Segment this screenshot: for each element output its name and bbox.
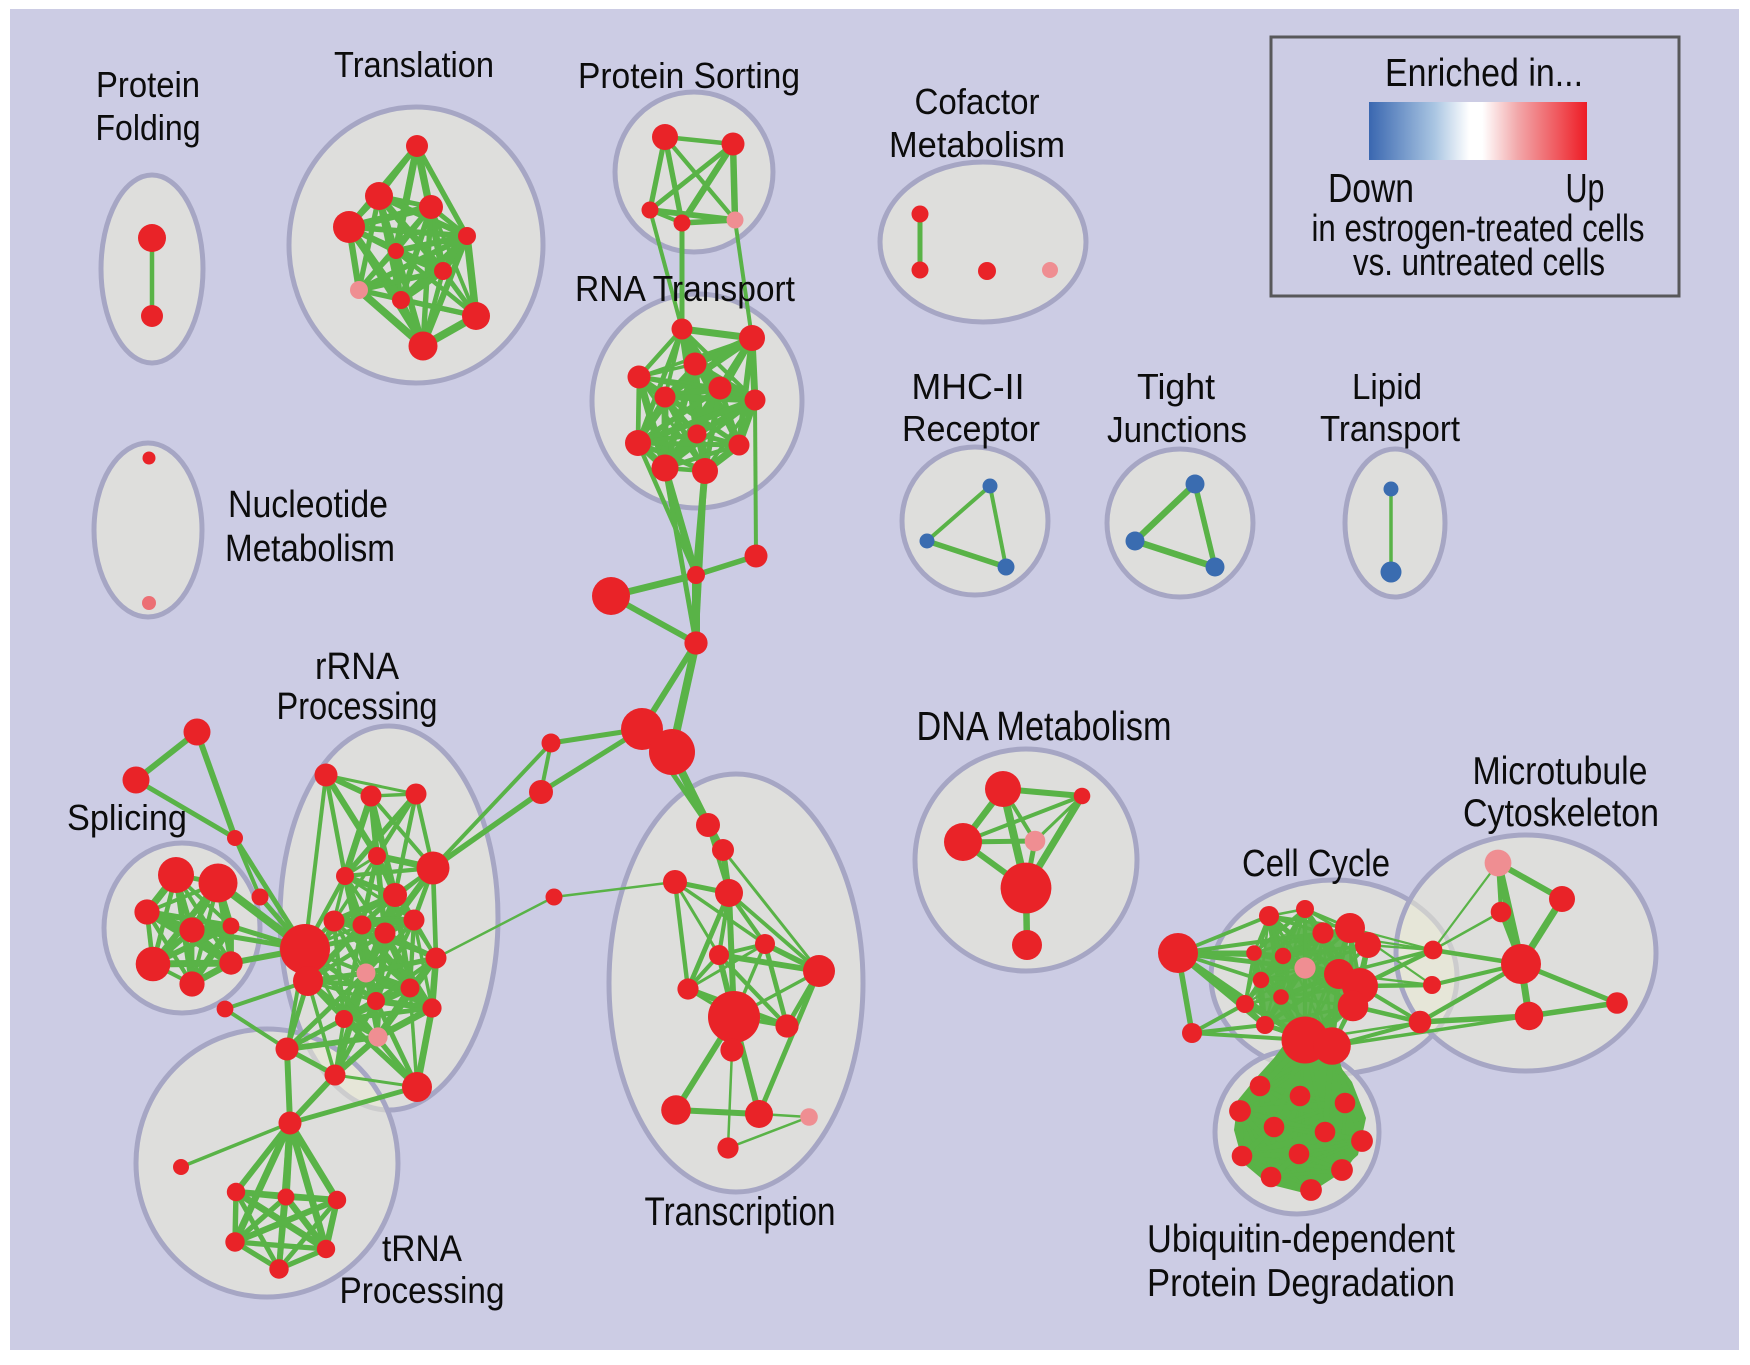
svg-text:Microtubule: Microtubule [1473,750,1648,793]
svg-text:rRNA: rRNA [315,646,400,688]
svg-text:Metabolism: Metabolism [889,124,1065,165]
svg-text:Receptor: Receptor [902,408,1040,449]
svg-text:Cytoskeleton: Cytoskeleton [1463,792,1659,835]
svg-text:RNA Transport: RNA Transport [575,268,795,309]
svg-text:Cofactor: Cofactor [915,81,1040,122]
svg-text:vs. untreated cells: vs. untreated cells [1353,242,1605,284]
svg-text:MHC-II: MHC-II [912,366,1025,407]
svg-text:Protein: Protein [96,64,200,105]
svg-text:Transcription: Transcription [645,1190,836,1234]
svg-text:Protein Sorting: Protein Sorting [578,55,800,96]
svg-text:Transport: Transport [1320,408,1460,449]
svg-text:in estrogen-treated cells: in estrogen-treated cells [1312,208,1645,250]
svg-text:Nucleotide: Nucleotide [228,484,388,526]
svg-text:tRNA: tRNA [382,1228,462,1269]
svg-text:Metabolism: Metabolism [225,528,395,570]
svg-text:Junctions: Junctions [1107,409,1247,450]
svg-text:DNA Metabolism: DNA Metabolism [917,703,1172,749]
svg-text:Splicing: Splicing [67,797,187,838]
svg-text:Cell Cycle: Cell Cycle [1242,843,1390,885]
svg-text:Up: Up [1566,165,1605,211]
svg-text:Enriched in...: Enriched in... [1385,52,1583,95]
svg-text:Processing: Processing [277,686,438,728]
svg-text:Processing: Processing [340,1270,505,1311]
svg-text:Translation: Translation [334,44,494,85]
svg-text:Down: Down [1328,165,1414,211]
svg-text:Tight: Tight [1137,366,1215,407]
svg-text:Protein Degradation: Protein Degradation [1147,1262,1455,1305]
svg-text:Folding: Folding [96,107,201,148]
svg-text:Ubiquitin-dependent: Ubiquitin-dependent [1147,1218,1455,1261]
svg-text:Lipid: Lipid [1352,366,1422,407]
